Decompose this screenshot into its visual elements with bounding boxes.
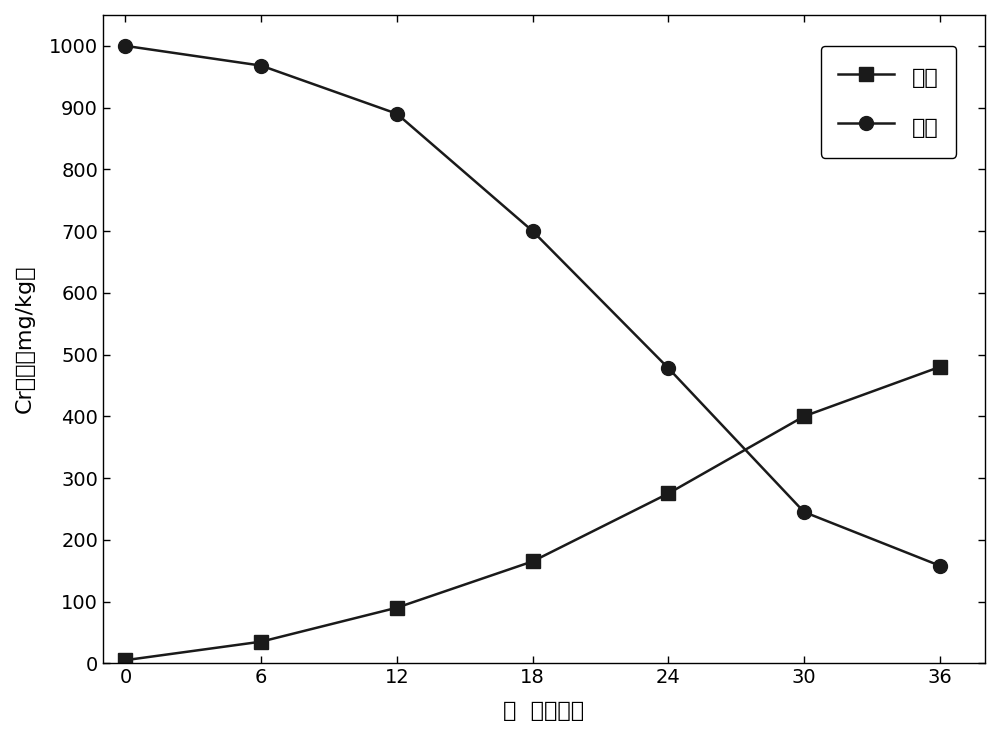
土壤 bbox=[391, 110, 403, 118]
土壤 bbox=[255, 61, 267, 70]
沙柳 bbox=[798, 412, 810, 421]
沙柳 bbox=[119, 656, 131, 665]
沙柳 bbox=[255, 637, 267, 646]
Line: 土壤: 土壤 bbox=[119, 39, 947, 573]
沙柳 bbox=[934, 363, 946, 372]
Y-axis label: Cr含量（mg/kg）: Cr含量（mg/kg） bbox=[15, 265, 35, 414]
沙柳 bbox=[527, 557, 539, 566]
土壤 bbox=[662, 364, 674, 372]
X-axis label: 时  间（月）: 时 间（月） bbox=[503, 701, 584, 721]
土壤 bbox=[527, 227, 539, 236]
土壤 bbox=[798, 508, 810, 517]
Legend: 沙柳, 土壤: 沙柳, 土壤 bbox=[821, 46, 956, 158]
土壤 bbox=[119, 41, 131, 50]
沙柳 bbox=[662, 489, 674, 498]
沙柳 bbox=[391, 604, 403, 612]
Line: 沙柳: 沙柳 bbox=[119, 360, 947, 667]
土壤 bbox=[934, 562, 946, 570]
